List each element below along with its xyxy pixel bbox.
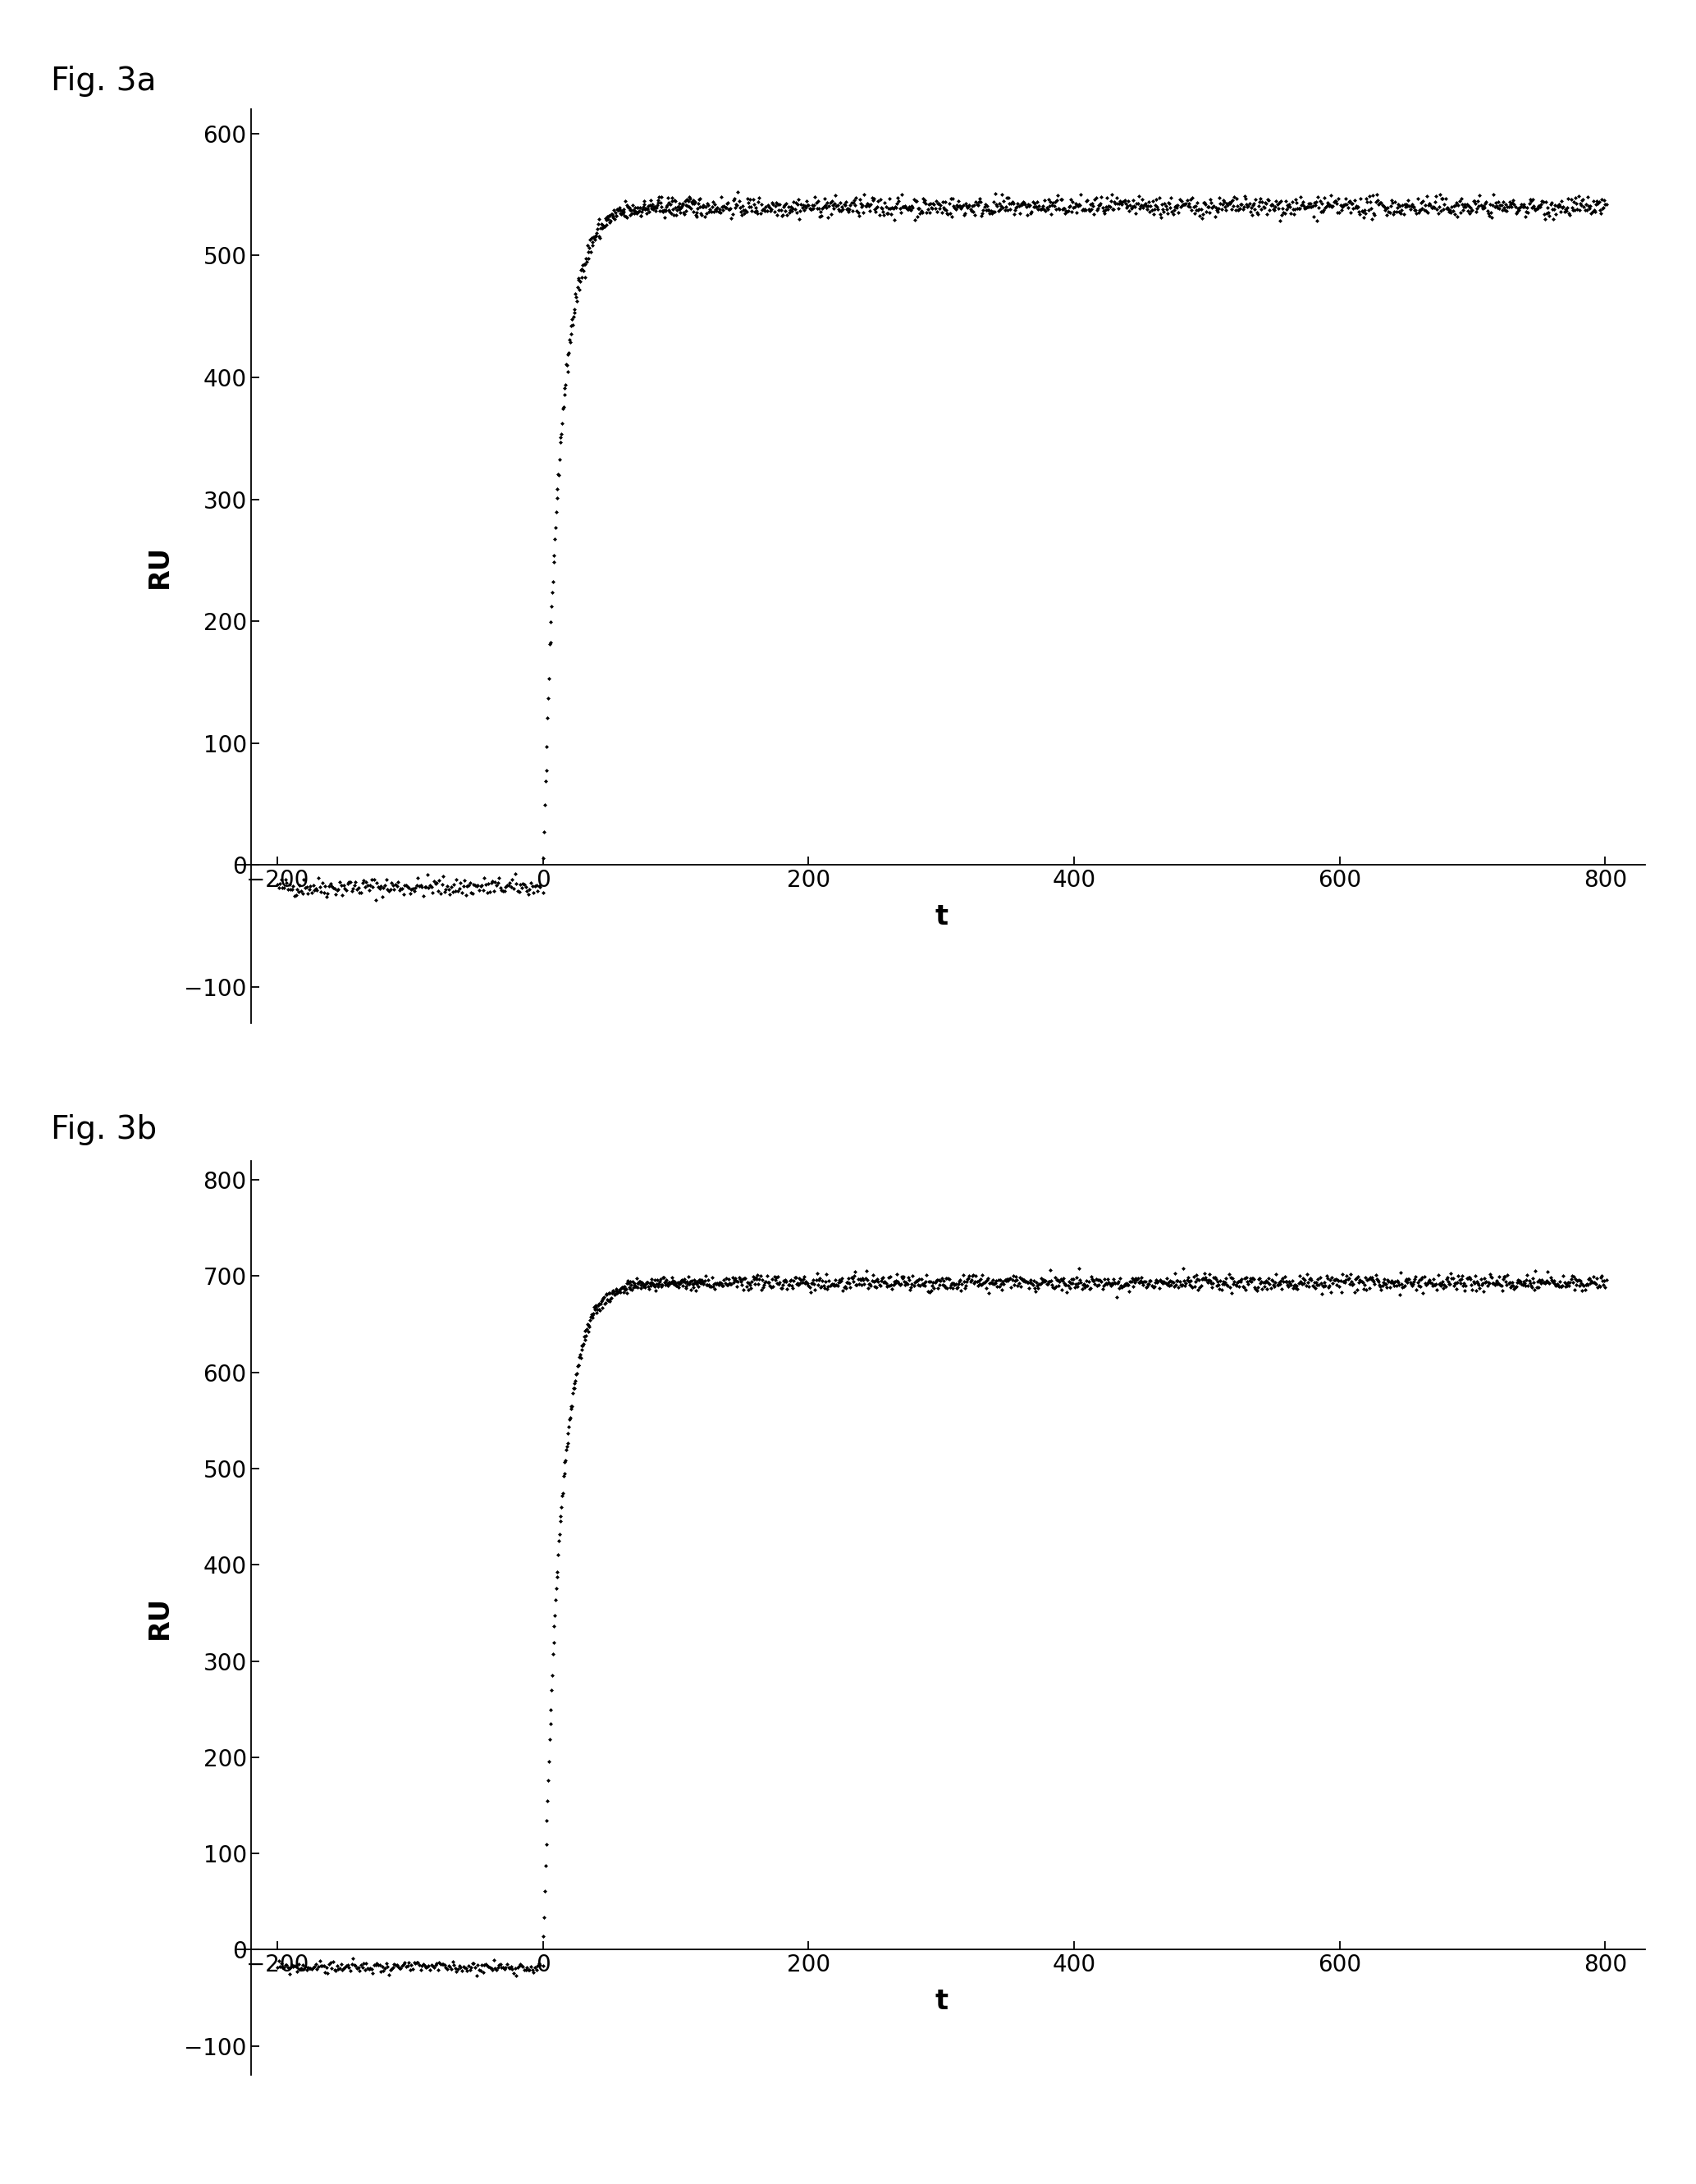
Y-axis label: RU: RU <box>146 1597 173 1640</box>
Y-axis label: RU: RU <box>146 544 173 587</box>
Text: Fig. 3a: Fig. 3a <box>51 66 156 96</box>
X-axis label: t: t <box>934 904 948 930</box>
Text: Fig. 3b: Fig. 3b <box>51 1114 156 1144</box>
X-axis label: t: t <box>934 1987 948 2016</box>
